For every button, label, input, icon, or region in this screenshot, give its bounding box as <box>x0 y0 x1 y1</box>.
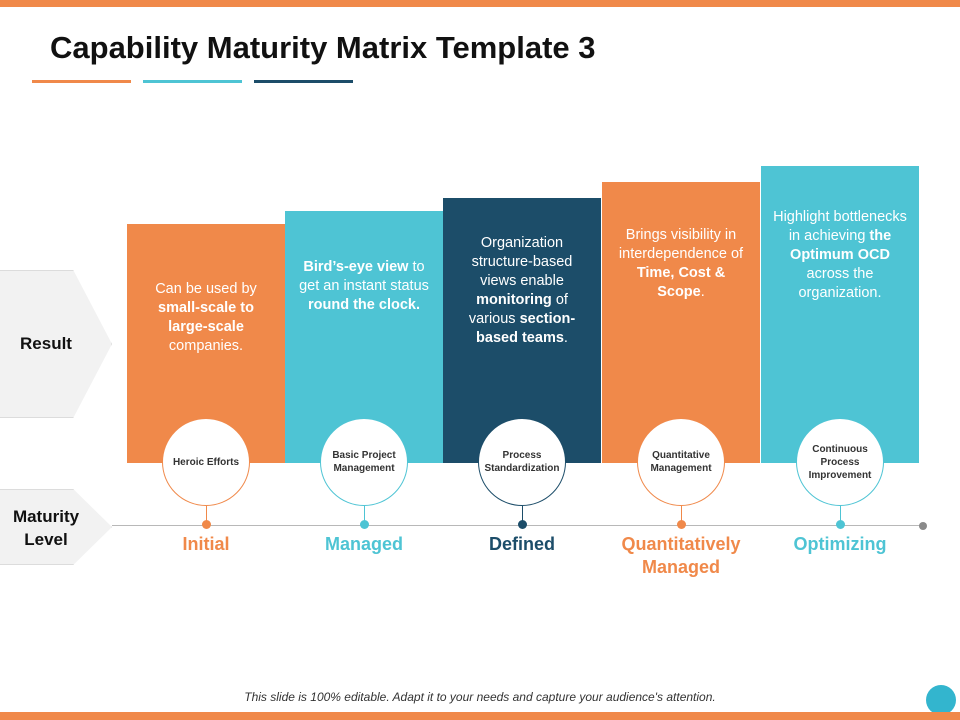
result-label: Result <box>20 334 72 353</box>
result-text-defined: Organization structure-based views enabl… <box>453 234 591 348</box>
stage-circle-label: Process Standardization <box>484 450 560 474</box>
level-label-line: Quantitatively <box>621 534 741 554</box>
level-label-line: Managed <box>324 534 403 554</box>
stage-connector <box>364 506 365 525</box>
result-text-part: to get an instant status <box>299 259 429 294</box>
maturity-label-line1: Maturity <box>12 507 80 526</box>
result-text-emphasis: the Optimum OCD <box>790 228 892 263</box>
stage-dot-quantitatively-managed <box>677 520 686 529</box>
title-underline-navy <box>254 80 353 83</box>
result-text-part: across the organization. <box>798 266 882 301</box>
result-text-part: companies. <box>168 338 244 354</box>
result-text-managed: Bird’s-eye view to get an instant status… <box>295 258 433 315</box>
stage-connector <box>681 506 682 525</box>
title-underline-teal <box>143 80 242 83</box>
level-label-initial: Initial <box>121 533 291 556</box>
level-label-line: Defined <box>488 534 555 554</box>
result-text-quantitatively-managed: Brings visibility in interdependence of … <box>612 226 750 302</box>
result-text-optimizing: Highlight bottlenecks in achieving the O… <box>771 208 909 303</box>
result-text-part: Highlight bottlenecks in achieving <box>773 209 907 244</box>
top-accent-bar <box>0 0 960 7</box>
stage-dot-managed <box>360 520 369 529</box>
result-column-optimizing: Highlight bottlenecks in achieving the O… <box>761 166 919 463</box>
title-underline-orange <box>32 80 131 83</box>
maturity-label-line2: Level <box>24 530 68 549</box>
result-text-emphasis: section-based teams <box>476 311 576 346</box>
stage-connector <box>206 506 207 525</box>
stage-dot-optimizing <box>836 520 845 529</box>
stage-circle-process-standardization: Process Standardization <box>478 418 566 506</box>
bottom-accent-bar <box>0 712 960 720</box>
level-label-quantitatively-managed: Quantitatively Managed <box>596 533 766 579</box>
stage-connector <box>840 506 841 525</box>
level-label-defined: Defined <box>437 533 607 556</box>
slide-title: Capability Maturity Matrix Template 3 <box>50 30 596 65</box>
result-text-emphasis: round the clock. <box>308 297 420 313</box>
result-text-emphasis: monitoring <box>476 292 552 308</box>
stage-circle-heroic-efforts: Heroic Efforts <box>162 418 250 506</box>
stage-circle-label: Heroic Efforts <box>172 456 240 468</box>
result-text-part: Organization structure-based views enabl… <box>471 235 573 289</box>
level-label-line: Initial <box>182 534 230 554</box>
stage-circle-continuous-process-improvement: Continuous Process Improvement <box>796 418 884 506</box>
level-label-line: Optimizing <box>793 534 887 554</box>
stage-dot-initial <box>202 520 211 529</box>
result-text-emphasis: Bird’s-eye view <box>303 259 409 275</box>
stage-circle-quantitative-management: Quantitative Management <box>637 418 725 506</box>
corner-decoration-dot <box>926 685 956 715</box>
result-text-part: . <box>700 284 705 300</box>
result-text-part: Brings visibility in interdependence of <box>618 227 744 262</box>
stage-connector <box>522 506 523 525</box>
stage-circle-label: Continuous Process Improvement <box>808 443 872 481</box>
stage-circle-label: Quantitative Management <box>650 450 712 474</box>
result-text-emphasis: small-scale to large-scale <box>158 300 254 335</box>
result-text-part: Can be used by <box>155 281 257 297</box>
stage-circle-label: Basic Project Management <box>332 450 396 474</box>
result-text-emphasis: Time, Cost & Scope <box>636 265 726 300</box>
maturity-axis-end-dot <box>919 522 927 530</box>
result-text-initial: Can be used by small-scale to large-scal… <box>137 280 275 356</box>
result-text-part: . <box>563 330 568 346</box>
level-label-line: Managed <box>641 557 720 577</box>
maturity-level-label: Maturity Level <box>4 505 88 551</box>
level-label-managed: Managed <box>279 533 449 556</box>
result-text-part: of various <box>468 292 568 327</box>
level-label-optimizing: Optimizing <box>755 533 925 556</box>
stage-dot-defined <box>518 520 527 529</box>
stage-circle-basic-project-management: Basic Project Management <box>320 418 408 506</box>
footer-note: This slide is 100% editable. Adapt it to… <box>244 690 716 704</box>
result-column-quantitatively-managed: Brings visibility in interdependence of … <box>602 182 760 463</box>
